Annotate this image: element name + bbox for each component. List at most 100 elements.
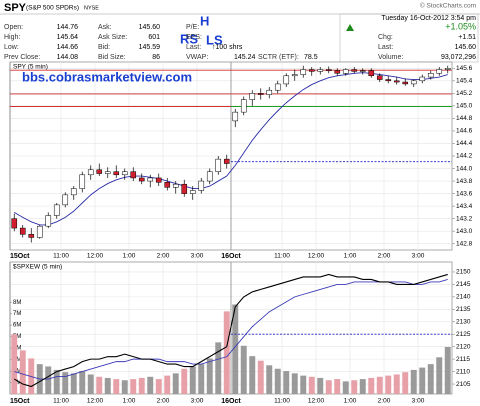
candle-body xyxy=(172,183,179,188)
volume-bar xyxy=(257,360,264,394)
annotation-ls: LS xyxy=(206,32,223,47)
sctr-label: SCTR (ETF): xyxy=(258,54,299,61)
panel-title: SPY (5 min) xyxy=(13,64,48,71)
candle-body xyxy=(257,93,264,95)
symbol: SPY xyxy=(4,2,27,14)
y-tick-label: 144.0 xyxy=(456,165,473,172)
candle-body xyxy=(155,177,162,183)
candle-body xyxy=(393,80,400,83)
x-tick-label: 1:00 xyxy=(344,398,357,405)
volume-bar xyxy=(274,368,281,394)
y-tick-label: 2150 xyxy=(456,269,471,276)
volume-bar xyxy=(11,334,18,394)
candle-body xyxy=(62,194,69,206)
volume-bar xyxy=(104,377,111,394)
field-label: Ask Size: xyxy=(98,34,127,41)
candle-body xyxy=(266,89,273,95)
y-tick-label: 2115 xyxy=(456,356,470,363)
volume-bar xyxy=(19,350,26,394)
field-label: EPS: xyxy=(186,34,202,41)
quote-value: 93,072,296 xyxy=(441,54,476,61)
candle-body xyxy=(87,169,94,176)
field-label: Bid: xyxy=(98,44,110,51)
candle-body xyxy=(402,81,409,85)
volume-bar xyxy=(164,375,171,394)
candle-body xyxy=(308,69,315,72)
field-value: 144.76 xyxy=(57,24,79,31)
candle-body xyxy=(359,70,366,72)
volume-bar xyxy=(87,374,94,394)
volume-bar xyxy=(283,371,290,394)
field-value: 144.08 xyxy=(57,54,79,61)
y-tick-label: 2135 xyxy=(456,306,471,313)
y-tick-label: 143.0 xyxy=(456,228,473,235)
candle-body xyxy=(325,69,332,72)
candle-body xyxy=(351,69,358,72)
volume-bar xyxy=(317,377,324,394)
volume-bar xyxy=(419,367,426,394)
security-name: (S&P 500 SPDRs) xyxy=(26,5,79,12)
field-label: Open: xyxy=(4,24,23,31)
candle-body xyxy=(130,171,137,179)
volume-bar xyxy=(181,368,188,394)
x-tick-label: 15Oct xyxy=(10,398,30,405)
y-tick-label: 2120 xyxy=(456,343,471,350)
volume-bar xyxy=(325,380,332,394)
candle-body xyxy=(342,69,349,74)
volume-bar xyxy=(215,342,222,394)
volume-bar xyxy=(96,376,103,394)
quote-value: 145.60 xyxy=(455,44,477,51)
quote-label: Chg: xyxy=(378,34,393,41)
y-tick-label: 2145 xyxy=(456,281,471,288)
x-tick-label: 3:00 xyxy=(412,398,425,405)
field-label: High: xyxy=(4,34,20,41)
field-value: 145.59 xyxy=(139,44,161,51)
moving-average xyxy=(14,72,448,226)
candle-body xyxy=(28,234,35,238)
volume-bar xyxy=(79,371,86,394)
volume-bar xyxy=(70,373,77,394)
y-tick-label: 143.4 xyxy=(456,203,473,210)
x-tick-label: 11:00 xyxy=(53,253,69,260)
volume-bar xyxy=(385,375,392,394)
volume-bar xyxy=(334,379,341,394)
field-label: Low: xyxy=(4,44,19,51)
y-tick-label: 143.8 xyxy=(456,178,473,185)
candle-body xyxy=(45,215,52,227)
y-tick-label: 145.4 xyxy=(456,78,473,85)
volume-bar xyxy=(291,373,298,394)
candle-body xyxy=(249,93,256,100)
x-tick-label: 2:00 xyxy=(157,253,170,260)
volume-bar xyxy=(232,304,239,394)
candle-body xyxy=(70,188,77,196)
volume-bar xyxy=(376,376,383,394)
candle-body xyxy=(334,70,341,74)
candle-body xyxy=(410,80,417,85)
volume-bar xyxy=(206,358,213,394)
candle-body xyxy=(215,158,222,172)
candle-body xyxy=(436,69,443,74)
volume-bar xyxy=(198,364,205,394)
candle-body xyxy=(291,74,298,77)
y-tick-label: 144.8 xyxy=(456,115,473,122)
quote-label: Volume: xyxy=(378,54,403,61)
annotation-site: bbs.cobrasmarketview.com xyxy=(22,69,192,84)
field-value: 86 xyxy=(152,54,160,61)
volume-bar xyxy=(155,379,162,394)
y-tick-label: 145.2 xyxy=(456,90,473,97)
moving-average xyxy=(14,278,448,380)
y-tick-label: 144.2 xyxy=(456,153,473,160)
candle-body xyxy=(19,227,26,235)
y-tick-label: 2110 xyxy=(456,368,470,375)
change-pct: +1.05% xyxy=(445,21,476,31)
candle-body xyxy=(240,99,247,113)
candle-body xyxy=(368,70,375,77)
y-tick-label: 145.6 xyxy=(456,65,473,72)
x-tick-label: 12:00 xyxy=(308,398,325,405)
field-label: P/E: xyxy=(186,24,199,31)
candle-body xyxy=(147,177,154,182)
volume-bar xyxy=(436,357,443,394)
volume-bar xyxy=(266,365,273,394)
candle-body xyxy=(138,177,145,182)
